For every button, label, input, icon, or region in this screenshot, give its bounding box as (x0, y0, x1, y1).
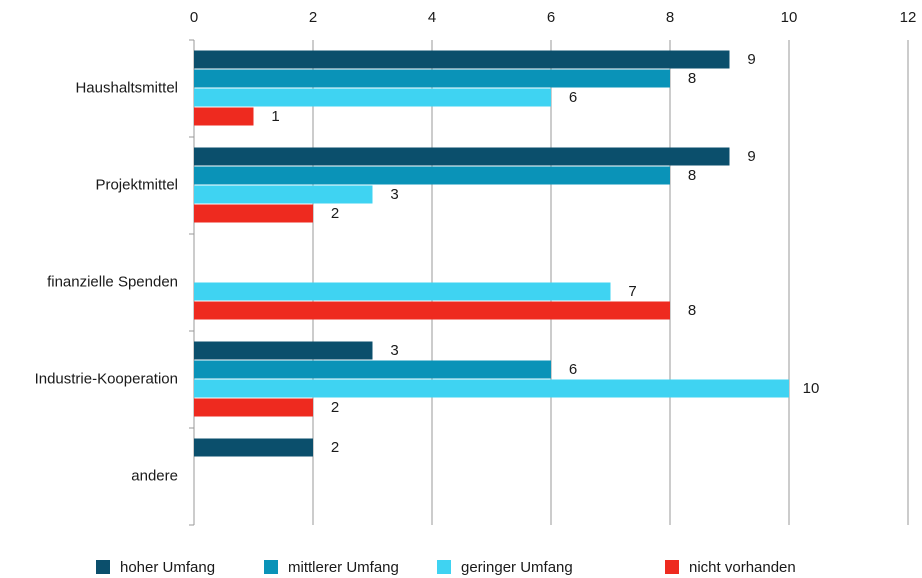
value-label: 1 (271, 108, 279, 125)
x-tick-label: 4 (428, 9, 436, 26)
bar (194, 204, 313, 223)
value-label: 8 (688, 167, 696, 184)
legend-swatch (437, 560, 451, 574)
legend-label: nicht vorhanden (689, 559, 796, 576)
legend-swatch (665, 560, 679, 574)
value-label: 6 (569, 89, 577, 106)
value-label: 6 (569, 361, 577, 378)
value-label: 9 (747, 51, 755, 68)
legend-label: geringer Umfang (461, 559, 573, 576)
bar (194, 360, 551, 379)
value-label: 7 (628, 283, 636, 300)
y-tick-label: Projektmittel (95, 176, 178, 193)
value-label: 9 (747, 148, 755, 165)
x-tick-label: 8 (666, 9, 674, 26)
x-tick-label: 0 (190, 9, 198, 26)
value-label: 8 (688, 70, 696, 87)
value-label: 3 (390, 186, 398, 203)
bar (194, 166, 670, 185)
y-tick-label: Industrie-Kooperation (35, 370, 178, 387)
legend-label: mittlerer Umfang (288, 559, 399, 576)
bar (194, 341, 373, 360)
x-tick-label: 2 (309, 9, 317, 26)
bar (194, 50, 730, 69)
bar (194, 69, 670, 88)
legend-label: hoher Umfang (120, 559, 215, 576)
x-tick-label: 10 (781, 9, 798, 26)
value-label: 2 (331, 205, 339, 222)
legend-swatch (264, 560, 278, 574)
value-label: 2 (331, 439, 339, 456)
x-tick-label: 12 (900, 9, 917, 26)
y-tick-label: finanzielle Spenden (47, 273, 178, 290)
value-label: 3 (390, 342, 398, 359)
y-tick-label: andere (131, 467, 178, 484)
value-label: 10 (803, 380, 820, 397)
bar (194, 438, 313, 457)
legend-swatch (96, 560, 110, 574)
y-tick-label: Haushaltsmittel (75, 79, 178, 96)
bar (194, 301, 670, 320)
bar (194, 282, 611, 301)
bar (194, 185, 373, 204)
bar (194, 379, 789, 398)
value-label: 8 (688, 302, 696, 319)
bar (194, 88, 551, 107)
bar (194, 398, 313, 417)
bar (194, 147, 730, 166)
value-label: 2 (331, 399, 339, 416)
x-tick-label: 6 (547, 9, 555, 26)
bar (194, 107, 254, 126)
